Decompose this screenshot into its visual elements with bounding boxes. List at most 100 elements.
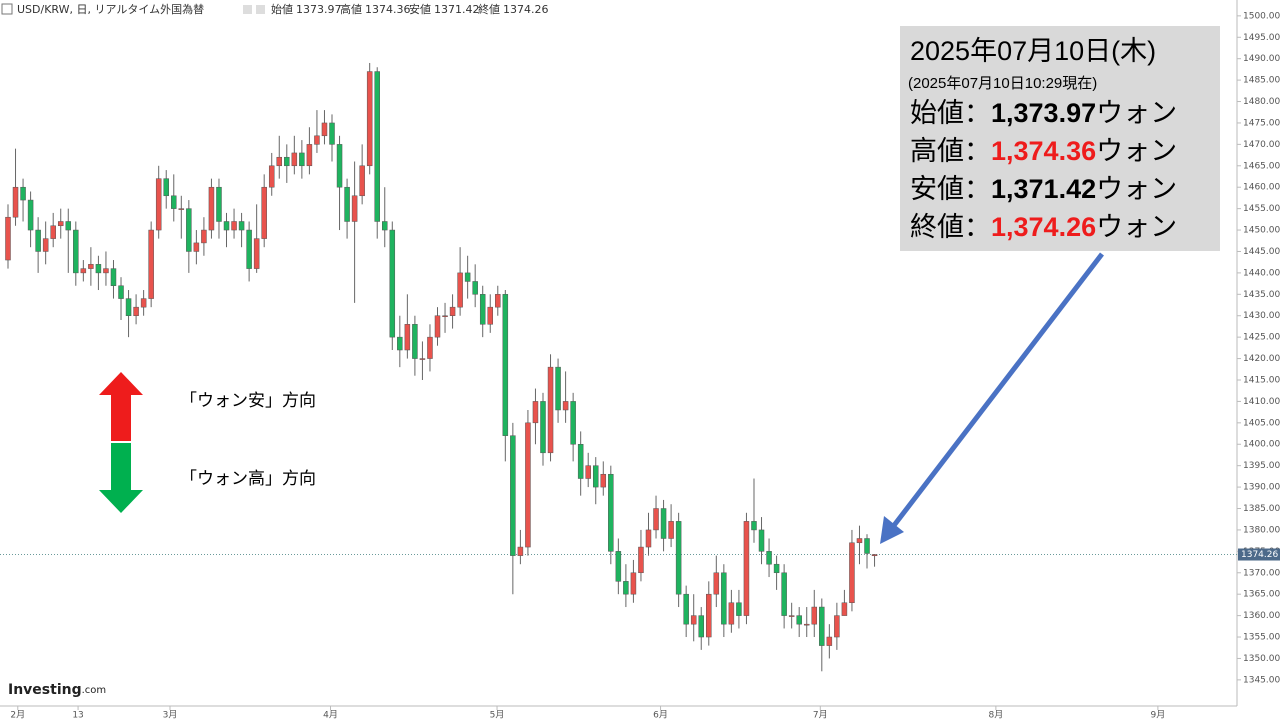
candle-body bbox=[12, 186, 19, 218]
y-tick-label: 1415.00 bbox=[1243, 375, 1280, 385]
candle-body bbox=[261, 186, 267, 239]
x-tick-label: 4月 bbox=[323, 710, 338, 720]
y-tick-label: 1500.00 bbox=[1243, 11, 1280, 21]
candle-body bbox=[5, 216, 11, 261]
info-row-unit: ウォン bbox=[1096, 98, 1177, 128]
candle-body bbox=[442, 315, 448, 317]
candle-body bbox=[638, 546, 644, 574]
candle-body bbox=[660, 508, 667, 539]
candle-body bbox=[758, 529, 765, 552]
candle-body bbox=[864, 538, 870, 554]
candle-body bbox=[193, 242, 200, 252]
candle-body bbox=[479, 294, 486, 325]
hide-icon[interactable] bbox=[256, 5, 265, 14]
y-tick-label: 1445.00 bbox=[1243, 247, 1280, 257]
candle-body bbox=[457, 272, 463, 308]
candle-body bbox=[547, 366, 554, 454]
x-tick-label: 9月 bbox=[1151, 710, 1166, 720]
candle-body bbox=[788, 615, 795, 617]
candle-body bbox=[186, 208, 192, 252]
info-row-value: 1,373.97 bbox=[991, 98, 1096, 128]
candle-body bbox=[299, 152, 305, 167]
logo: Investing.com bbox=[8, 682, 106, 698]
settings-icon[interactable] bbox=[243, 5, 252, 14]
logo-brand: Investing bbox=[8, 682, 82, 698]
y-tick-label: 1420.00 bbox=[1243, 354, 1280, 364]
candle-body bbox=[284, 156, 290, 167]
candle-body bbox=[570, 401, 576, 445]
candle-body bbox=[155, 178, 162, 231]
x-tick-label: 13 bbox=[72, 711, 83, 720]
candle-body bbox=[140, 298, 147, 308]
annotation: 「ウォン安」方向 bbox=[180, 391, 316, 411]
candle-body bbox=[600, 473, 607, 488]
info-row-unit: ウォン bbox=[1096, 136, 1177, 166]
candle-body bbox=[171, 195, 177, 209]
info-row-unit: ウォン bbox=[1096, 174, 1177, 204]
candle-body bbox=[336, 144, 343, 188]
candle-body bbox=[826, 636, 833, 646]
candle-body bbox=[623, 581, 629, 595]
up-arrow bbox=[99, 372, 143, 441]
candle-body bbox=[713, 572, 720, 595]
candle-body bbox=[42, 238, 49, 252]
symbol: USD/KRW, 日, リアルタイム外国為替 bbox=[17, 2, 204, 16]
logo-suffix: .com bbox=[82, 685, 107, 696]
x-tick-label: 3月 bbox=[163, 710, 178, 720]
candle-body bbox=[803, 623, 810, 626]
collapse-icon[interactable] bbox=[1, 3, 13, 15]
candle-body bbox=[208, 186, 215, 231]
candle-body bbox=[540, 401, 546, 454]
y-tick-label: 1400.00 bbox=[1243, 440, 1280, 450]
info-row-label: 終値： bbox=[910, 212, 991, 242]
info-row-unit: ウォン bbox=[1096, 212, 1177, 242]
candle-body bbox=[690, 615, 697, 625]
candle-body bbox=[841, 602, 848, 616]
candle-body bbox=[645, 529, 652, 548]
annotation: 「ウォン高」方向 bbox=[180, 469, 316, 489]
candle-body bbox=[796, 615, 802, 625]
candle-body bbox=[472, 281, 478, 295]
y-tick-label: 1380.00 bbox=[1243, 525, 1280, 535]
info-row-label: 安値： bbox=[910, 174, 991, 204]
candle-body bbox=[510, 435, 516, 556]
low-value: 1371.42 bbox=[434, 3, 480, 16]
candle-body bbox=[306, 144, 313, 167]
info-row: 終値：1,374.26ウォン bbox=[910, 212, 1177, 242]
y-tick-label: 1490.00 bbox=[1243, 54, 1280, 64]
y-tick-label: 1405.00 bbox=[1243, 418, 1280, 428]
y-tick-label: 1345.00 bbox=[1243, 675, 1280, 685]
y-tick-label: 1480.00 bbox=[1243, 97, 1280, 107]
candle-body bbox=[502, 294, 509, 436]
candle-body bbox=[419, 358, 426, 360]
candle-body bbox=[223, 221, 230, 231]
candle-body bbox=[27, 199, 34, 231]
candle-body bbox=[389, 229, 396, 338]
candle-body bbox=[216, 186, 222, 222]
candle-body bbox=[344, 186, 350, 222]
y-tick-label: 1430.00 bbox=[1243, 311, 1280, 321]
high-label: 高値 bbox=[340, 2, 362, 16]
candle-body bbox=[65, 221, 72, 231]
info-rows: 始値：1,373.97ウォン高値：1,374.36ウォン安値：1,371.42ウ… bbox=[910, 98, 1177, 242]
candle-body bbox=[487, 306, 493, 325]
candle-body bbox=[351, 195, 358, 222]
candle-body bbox=[495, 294, 501, 308]
info-row-label: 始値： bbox=[910, 98, 991, 128]
info-row: 高値：1,374.36ウォン bbox=[910, 136, 1177, 166]
y-tick-label: 1460.00 bbox=[1243, 183, 1280, 193]
candle-body bbox=[163, 178, 169, 197]
x-tick-label: 5月 bbox=[490, 710, 505, 720]
candle-body bbox=[359, 165, 365, 197]
info-date: 2025年07月10日(木) bbox=[910, 36, 1156, 66]
candle-body bbox=[178, 208, 185, 210]
candle-body bbox=[736, 602, 742, 616]
y-tick-label: 1365.00 bbox=[1243, 590, 1280, 600]
candle-body bbox=[110, 268, 117, 286]
info-timestamp: (2025年07月10日10:29現在) bbox=[908, 75, 1097, 92]
candle-body bbox=[95, 264, 102, 274]
candle-body bbox=[366, 71, 373, 167]
candle-body bbox=[592, 465, 599, 488]
y-tick-label: 1355.00 bbox=[1243, 633, 1280, 643]
y-tick-label: 1360.00 bbox=[1243, 611, 1280, 621]
